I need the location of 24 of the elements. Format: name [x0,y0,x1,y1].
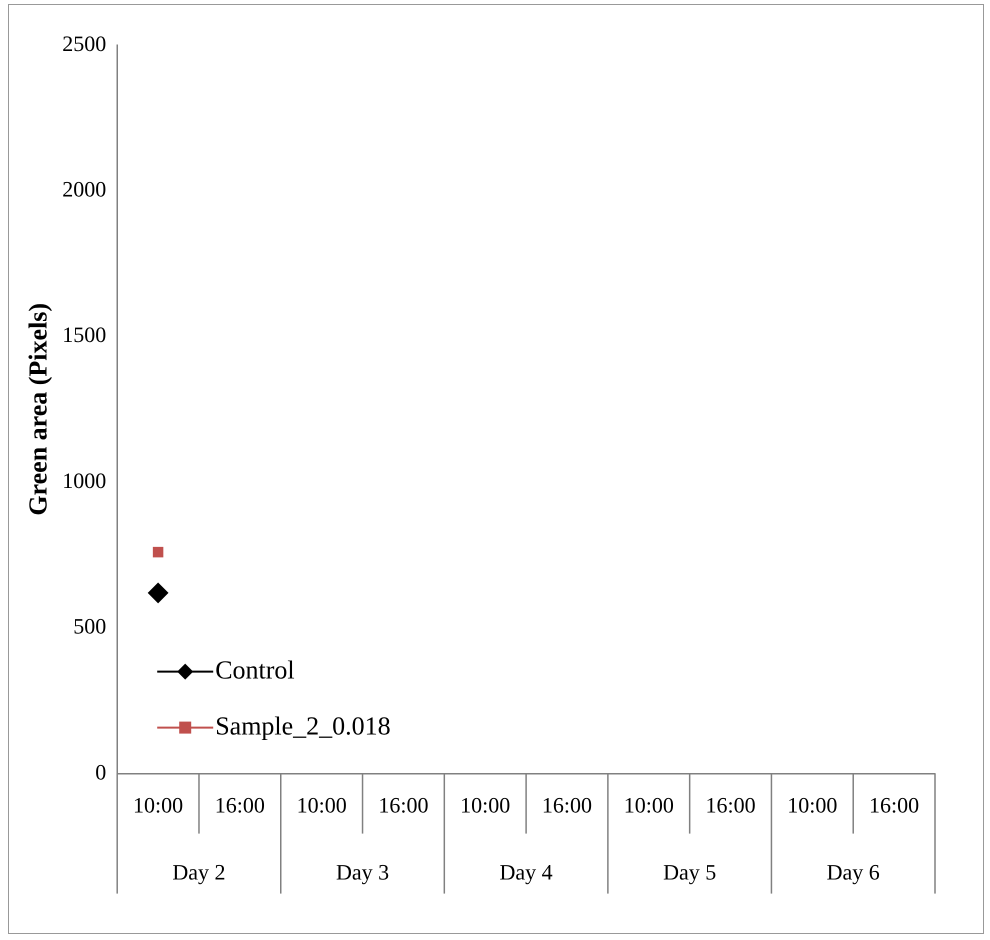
x-tick-label: 16:00 [378,792,428,818]
y-tick-label: 500 [73,614,106,639]
x-tick-label: 16:00 [705,792,756,818]
x-tick-label: 16:00 [542,792,592,818]
text: Day 5 [663,859,716,884]
x-tick-label: 10:00 [133,792,184,818]
text: Day 6 [826,859,880,884]
legend-label: Control [215,655,295,684]
y-axis-title: Green area (Pixels) [23,302,52,516]
x-tick-label: 10:00 [460,792,510,818]
x-tick-label: 10:00 [296,792,347,818]
x-tick-label: 16:00 [214,792,265,818]
y-tick-label: 1500 [62,322,106,348]
x-tick-label: 16:00 [869,792,920,818]
y-tick-label: 2500 [62,30,106,56]
y-tick-label: 1000 [62,468,106,493]
y-tick-label: 2000 [62,176,106,202]
x-tick-label: 10:00 [624,792,674,818]
text: Day 4 [500,859,553,884]
y-tick-label: 0 [95,759,106,784]
legend-label: Sample_2_0.018 [215,711,391,740]
text: Day 3 [336,859,390,884]
x-tick-label: 10:00 [787,792,838,818]
text: Day 2 [172,859,226,884]
